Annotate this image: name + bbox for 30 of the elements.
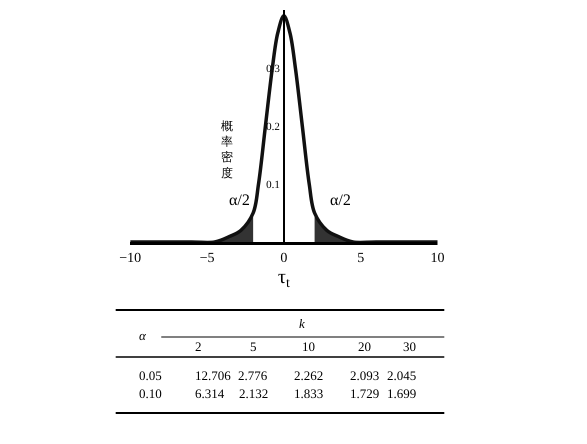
category-label: 2 xyxy=(195,339,202,354)
text: 12.706 xyxy=(195,368,231,383)
y-tick-label: 0.1 xyxy=(266,178,280,191)
category-label: 30 xyxy=(403,339,416,354)
text: 2.132 xyxy=(239,386,268,401)
text: 6.314 xyxy=(195,386,224,401)
annotation: α/2 xyxy=(330,192,351,209)
x-tick-label: 5 xyxy=(357,250,364,266)
y-axis-title: 概率密度 xyxy=(221,119,233,180)
text: 1.729 xyxy=(350,386,380,401)
x-axis-title: τ$_{t}$ xyxy=(278,266,290,291)
text: k xyxy=(299,316,305,331)
category-label: 20 xyxy=(358,339,371,354)
text: 2.093 xyxy=(350,368,380,383)
category-label: 0.10 xyxy=(139,386,162,401)
line-series xyxy=(130,14,438,242)
x-tick-label: 10 xyxy=(430,250,445,266)
text: α xyxy=(139,328,147,343)
text: 2.776 xyxy=(238,368,268,383)
x-tick-label: −10 xyxy=(119,250,142,266)
text: 1.833 xyxy=(294,386,324,401)
x-tick-label: −5 xyxy=(200,250,214,266)
x-tick-label: 0 xyxy=(280,250,288,266)
text: 1.699 xyxy=(387,386,416,401)
category-label: 10 xyxy=(302,339,315,354)
category-label: 5 xyxy=(250,339,256,354)
text: 2.045 xyxy=(387,368,416,383)
annotation: α/2 xyxy=(229,192,250,209)
text: 2.262 xyxy=(294,368,324,383)
category-label: 0.05 xyxy=(139,368,162,383)
